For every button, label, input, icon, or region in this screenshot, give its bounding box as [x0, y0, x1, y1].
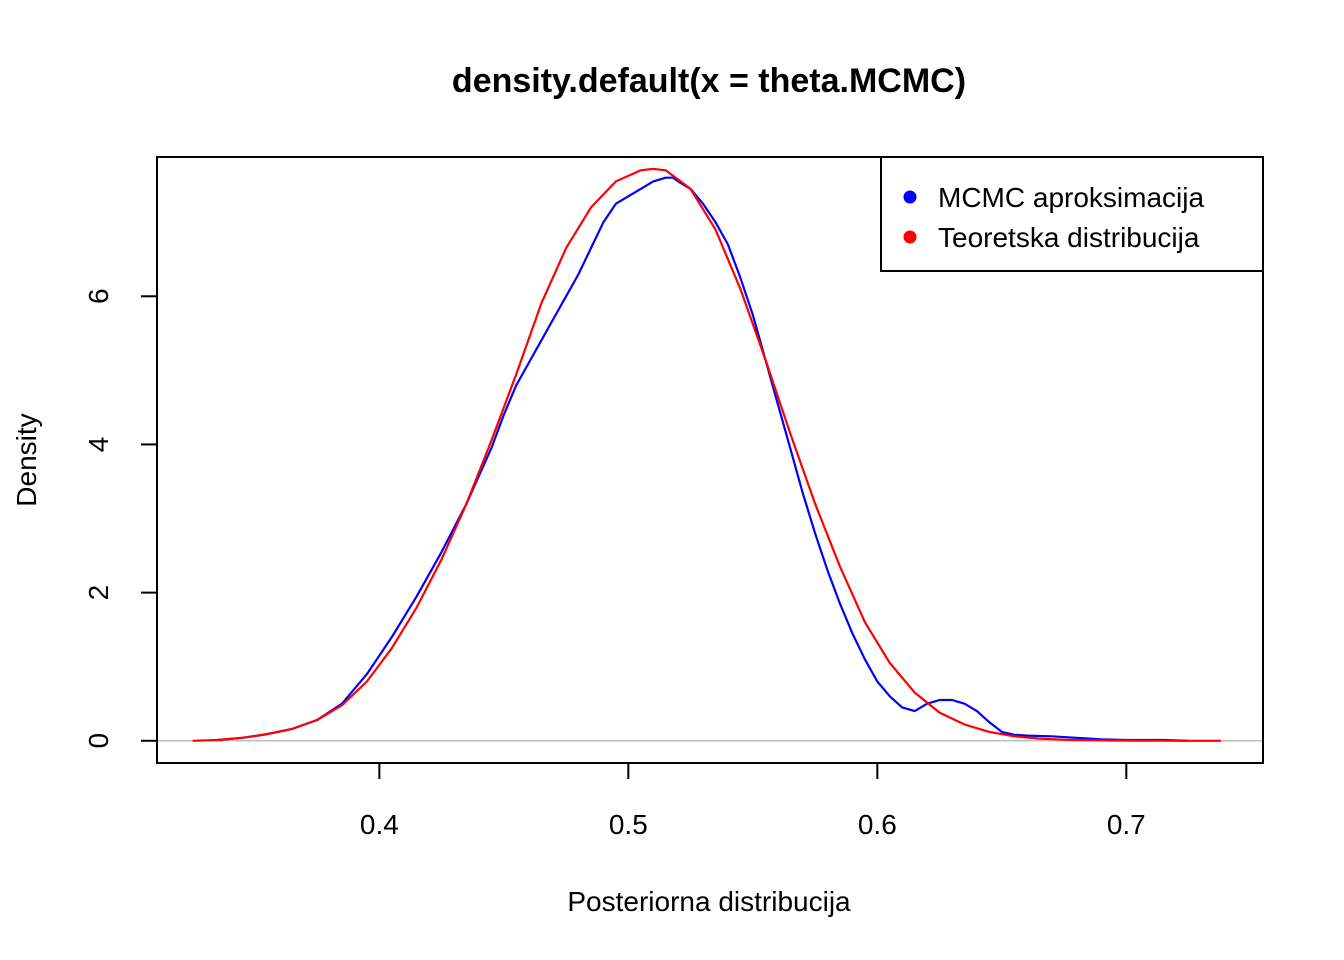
- x-axis-label: Posteriorna distribucija: [567, 886, 851, 917]
- plot-area: [157, 167, 1263, 742]
- x-tick-label: 0.7: [1107, 809, 1146, 840]
- y-tick-label: 2: [83, 585, 114, 601]
- series-line-2: [192, 167, 1221, 742]
- x-axis: 0.4 0.5 0.6 0.7: [360, 762, 1146, 840]
- legend-box: [880, 156, 1264, 272]
- legend-label: MCMC aproksimacija: [938, 182, 1204, 213]
- legend-marker: [903, 190, 917, 204]
- legend-marker: [903, 230, 917, 244]
- x-tick-label: 0.6: [858, 809, 897, 840]
- x-tick-label: 0.5: [609, 809, 648, 840]
- y-axis-label: Density: [11, 413, 42, 506]
- legend-label: Teoretska distribucija: [938, 222, 1200, 253]
- legend: MCMC aproksimacija Teoretska distribucija: [880, 156, 1264, 272]
- x-tick-label: 0.4: [360, 809, 399, 840]
- chart-title: density.default(x = theta.MCMC): [452, 62, 966, 100]
- y-axis: 0 2 4 6: [83, 288, 158, 749]
- y-tick-label: 6: [83, 288, 114, 304]
- y-tick-label: 4: [83, 437, 114, 453]
- y-tick-label: 0: [83, 733, 114, 749]
